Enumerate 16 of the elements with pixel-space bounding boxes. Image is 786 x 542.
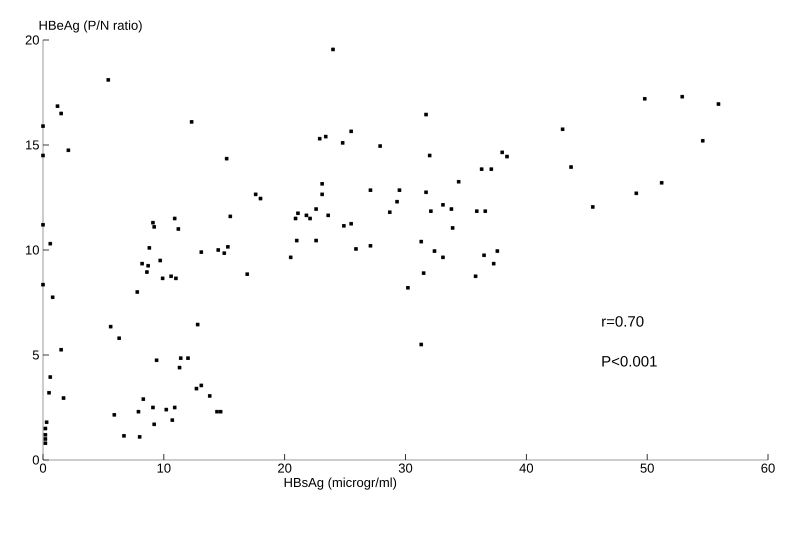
y-tick-label: 5 <box>32 350 39 360</box>
annotation: P<0.001 <box>602 356 657 367</box>
x-tick-label: 50 <box>640 464 654 473</box>
y-tick-label: 15 <box>26 140 39 150</box>
x-tick-label: 20 <box>278 464 292 473</box>
x-tick-label: 30 <box>398 464 412 473</box>
y-tick-label: 0 <box>32 455 39 465</box>
y-tick-label: 20 <box>26 35 39 45</box>
x-tick-label: 60 <box>761 464 775 473</box>
annotation: r=0.70 <box>602 316 644 327</box>
y-axis-title: HBeAg (P/N ratio) <box>40 20 142 32</box>
x-axis-title: HBsAg (microgr/ml) <box>284 478 396 490</box>
y-tick-label: 10 <box>26 245 39 255</box>
x-tick-label: 40 <box>519 464 534 473</box>
x-tick-label: 0 <box>40 464 46 473</box>
x-tick-label: 10 <box>158 464 171 473</box>
